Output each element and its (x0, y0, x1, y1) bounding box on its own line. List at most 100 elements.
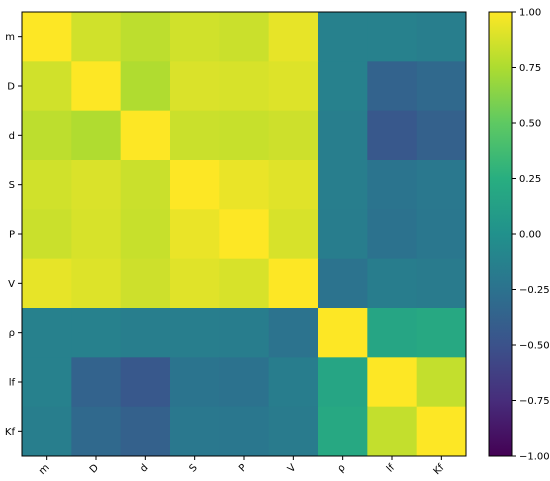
y-tick-label: D (7, 82, 15, 93)
heatmap-cell-3-6 (318, 160, 368, 210)
heatmap-cell-0-2 (120, 12, 171, 62)
heatmap-cell-5-6 (318, 258, 368, 309)
heatmap-cell-1-7 (367, 61, 418, 112)
x-tick-label: P (237, 462, 249, 474)
heatmap-cell-1-0 (22, 61, 72, 112)
heatmap-cell-0-4 (219, 12, 270, 62)
heatmap-cell-2-6 (318, 110, 368, 161)
heatmap-cell-5-0 (22, 258, 72, 309)
heatmap-cell-2-2 (120, 110, 171, 161)
heatmap-cell-1-3 (170, 61, 220, 112)
heatmap-cell-3-5 (268, 160, 319, 210)
heatmap-cell-6-0 (22, 308, 72, 358)
heatmap-cell-2-0 (22, 110, 72, 161)
x-tick-label: S (188, 462, 200, 474)
colorbar-tick-label: −0.25 (519, 285, 550, 296)
heatmap-cell-8-2 (120, 406, 171, 457)
heatmap-cell-4-2 (120, 209, 171, 260)
x-tick-label: lf (385, 462, 398, 475)
heatmap-cell-7-4 (219, 357, 270, 408)
heatmap-cell-8-0 (22, 406, 72, 457)
heatmap-cell-8-3 (170, 406, 220, 457)
heatmap-cell-4-6 (318, 209, 368, 260)
x-tick-label: Kf (432, 462, 447, 477)
heatmap-cell-6-6 (318, 308, 368, 358)
heatmap-cell-5-1 (71, 258, 122, 309)
colorbar-tick-label: 0.75 (519, 63, 541, 74)
heatmap-cell-2-3 (170, 110, 220, 161)
heatmap-cell-8-4 (219, 406, 270, 457)
heatmap-cell-1-5 (268, 61, 319, 112)
heatmap-cell-3-1 (71, 160, 122, 210)
heatmap-cell-6-8 (416, 308, 467, 358)
heatmap-cell-6-7 (367, 308, 418, 358)
heatmap-cell-4-8 (416, 209, 467, 260)
colorbar-tick-label: 0.25 (519, 174, 541, 185)
y-tick-label: S (9, 180, 15, 191)
heatmap-cell-4-5 (268, 209, 319, 260)
heatmap-cell-8-7 (367, 406, 418, 457)
heatmap-cell-6-2 (120, 308, 171, 358)
heatmap-cell-0-6 (318, 12, 368, 62)
x-tick-label: ρ (336, 462, 348, 474)
heatmap-cell-4-3 (170, 209, 220, 260)
x-tick-label: m (37, 462, 52, 477)
heatmap-cell-1-2 (120, 61, 171, 112)
heatmap-cell-6-5 (268, 308, 319, 358)
y-tick-label: V (8, 279, 15, 290)
heatmap-cell-8-1 (71, 406, 122, 457)
heatmap-cell-3-7 (367, 160, 418, 210)
heatmap-cell-4-0 (22, 209, 72, 260)
heatmap-cell-0-1 (71, 12, 122, 62)
heatmap-cell-3-4 (219, 160, 270, 210)
heatmap-cell-0-7 (367, 12, 418, 62)
colorbar-ticks: 1.00 0.75 0.50 0.25 0.00 −0.25 −0.50 −0.75 −1.00 (512, 8, 550, 463)
y-tick-label: m (5, 32, 15, 43)
heatmap-cell-5-5 (268, 258, 319, 309)
heatmap-cell-4-4 (219, 209, 270, 260)
heatmap-cell-0-3 (170, 12, 220, 62)
heatmap-cell-1-8 (416, 61, 467, 112)
heatmap-cell-8-8 (416, 406, 467, 457)
colorbar-tick-label: 0.00 (519, 230, 541, 241)
heatmap-cell-2-8 (416, 110, 467, 161)
y-axis-ticks: m Dd S P Vρ lf Kf (5, 32, 22, 438)
colorbar-tick-label: −0.50 (519, 341, 550, 352)
heatmap-cell-5-4 (219, 258, 270, 309)
y-tick-label: P (9, 230, 15, 241)
heatmap-cell-2-7 (367, 110, 418, 161)
heatmap-cell-7-0 (22, 357, 72, 408)
heatmap-cell-1-6 (318, 61, 368, 112)
colorbar-tick-label: 0.50 (519, 119, 541, 130)
colorbar (488, 11, 513, 457)
colorbar-tick-label: −0.75 (519, 396, 550, 407)
y-tick-label: d (9, 131, 15, 142)
heatmap-cell-0-8 (416, 12, 467, 62)
heatmap-cell-8-6 (318, 406, 368, 457)
heatmap-cell-3-8 (416, 160, 467, 210)
heatmap-cell-8-5 (268, 406, 319, 457)
heatmap-cell-6-4 (219, 308, 270, 358)
heatmap-cell-3-0 (22, 160, 72, 210)
heatmap-cell-0-5 (268, 12, 319, 62)
heatmap-cell-7-7 (367, 357, 418, 408)
heatmap-cell-5-7 (367, 258, 418, 309)
heatmap-cell-0-0 (22, 12, 72, 62)
heatmap-cell-4-7 (367, 209, 418, 260)
heatmap-cell-6-3 (170, 308, 220, 358)
colorbar-tick-label: −1.00 (519, 452, 550, 463)
x-tick-label: d (138, 462, 150, 474)
heatmap-cell-1-4 (219, 61, 270, 112)
heatmap-cell-7-1 (71, 357, 122, 408)
heatmap-cell-2-5 (268, 110, 319, 161)
y-tick-label: Kf (5, 427, 16, 438)
colorbar-tick-label: 1.00 (519, 8, 541, 19)
x-tick-label: V (286, 462, 299, 475)
heatmap-cell-3-2 (120, 160, 171, 210)
heatmap-cell-2-4 (219, 110, 270, 161)
heatmap-cell-4-1 (71, 209, 122, 260)
heatmap-cell-1-1 (71, 61, 122, 112)
heatmap-cell-5-2 (120, 258, 171, 309)
